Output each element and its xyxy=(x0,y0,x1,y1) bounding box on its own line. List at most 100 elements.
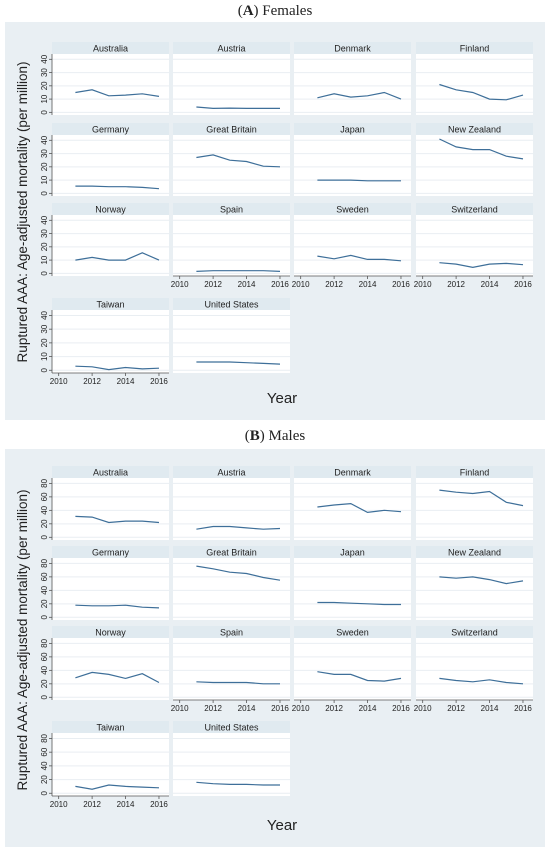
panel-switzerland: Switzerland 2010 2012 2014 2016 xyxy=(414,203,533,289)
panel-title: Germany xyxy=(92,125,130,135)
panel-strip xyxy=(416,626,533,638)
y-tick-label: 60 xyxy=(40,747,49,756)
y-tick-label: 40 xyxy=(40,585,49,594)
x-tick-label: 2014 xyxy=(238,280,256,289)
plot-area xyxy=(173,54,290,115)
panel-denmark: Denmark xyxy=(294,42,411,115)
series-line-great-britain xyxy=(196,154,281,168)
panel-strip xyxy=(294,123,411,135)
panel-great-britain: Great Britain xyxy=(173,546,290,620)
panel-title: Japan xyxy=(340,125,365,135)
plot-area xyxy=(52,54,169,115)
y-tick-label: 60 xyxy=(40,652,49,661)
series-line-norway xyxy=(75,671,160,684)
plot-area xyxy=(52,558,169,620)
series-line-switzerland xyxy=(439,262,524,269)
x-tick-label: 2012 xyxy=(325,704,343,713)
series-line-great-britain xyxy=(196,565,281,581)
series-line-denmark xyxy=(317,91,402,100)
panel-title: Norway xyxy=(95,205,126,215)
plot-area xyxy=(294,215,411,276)
y-tick-label: 20 xyxy=(40,519,49,528)
y-tick-label: 40 xyxy=(40,505,49,514)
panel-new-zealand: New Zealand xyxy=(416,546,533,620)
panel-austria: Austria xyxy=(173,42,290,115)
y-tick-label: 80 xyxy=(40,558,49,567)
series-line-spain xyxy=(196,270,281,272)
y-tick-label: 0 xyxy=(40,615,49,620)
plot-area xyxy=(294,478,411,540)
panel-strip xyxy=(294,203,411,215)
x-tick-label: 2016 xyxy=(392,704,410,713)
y-tick-label: 30 xyxy=(40,149,49,158)
panel-strip xyxy=(52,298,169,310)
x-tick-label: 2012 xyxy=(447,704,465,713)
panel-title: New Zealand xyxy=(448,125,501,135)
panel-title: Denmark xyxy=(334,468,371,478)
x-tick-label: 2010 xyxy=(292,704,310,713)
x-tick-label: 2016 xyxy=(514,280,532,289)
chart-males: (B) Males Ruptured AAA: Age-adjusted mort… xyxy=(5,428,545,847)
series-line-norway xyxy=(75,252,160,261)
x-tick-label: 2016 xyxy=(150,377,168,386)
panel-strip xyxy=(52,626,169,638)
panel-spain: Spain 2010 2012 2014 2016 xyxy=(171,203,290,289)
y-tick-label: 40 xyxy=(40,215,49,224)
panel-australia: Australia 0 10 20 30 40 xyxy=(40,42,169,115)
y-tick-label: 20 xyxy=(40,81,49,90)
panel-taiwan: Taiwan 0 20 40 60 80 2010 2012 2014 2016 xyxy=(40,721,169,809)
panel-united-states: United States xyxy=(173,298,290,373)
panel-title: Norway xyxy=(95,628,126,638)
panel-title: Great Britain xyxy=(206,548,257,558)
plot-area xyxy=(173,135,290,196)
panel-finland: Finland xyxy=(416,42,533,115)
panel-strip xyxy=(173,298,290,310)
panel-title: Spain xyxy=(220,205,243,215)
y-tick-label: 20 xyxy=(40,679,49,688)
y-tick-label: 20 xyxy=(40,599,49,608)
y-tick-label: 0 xyxy=(40,367,49,372)
y-tick-label: 10 xyxy=(40,352,49,361)
plot-area xyxy=(52,638,169,700)
series-line-new-zealand xyxy=(439,576,524,585)
y-tick-label: 20 xyxy=(40,162,49,171)
series-line-australia xyxy=(75,89,160,97)
panel-finland: Finland xyxy=(416,466,533,540)
y-tick-label: 40 xyxy=(40,54,49,63)
panel-norway: Norway 0 20 40 60 80 xyxy=(40,626,169,700)
y-tick-label: 0 xyxy=(40,110,49,115)
panel-strip xyxy=(52,42,169,54)
panel-united-states: United States xyxy=(173,721,290,796)
x-tick-label: 2016 xyxy=(271,280,289,289)
series-line-switzerland xyxy=(439,677,524,685)
series-line-taiwan xyxy=(75,365,160,371)
panel-title: Germany xyxy=(92,548,130,558)
y-tick-label: 0 xyxy=(40,191,49,196)
panel-strip xyxy=(416,123,533,135)
panel-strip xyxy=(416,466,533,478)
panel-title: Spain xyxy=(220,628,243,638)
x-tick-label: 2010 xyxy=(292,280,310,289)
y-tick-label: 80 xyxy=(40,733,49,742)
panel-title: Sweden xyxy=(336,628,369,638)
panel-strip xyxy=(294,546,411,558)
y-tick-label: 0 xyxy=(40,535,49,540)
y-tick-label: 60 xyxy=(40,572,49,581)
panel-austria: Austria xyxy=(173,466,290,540)
panel-germany: Germany 0 10 20 30 40 xyxy=(40,123,169,196)
y-tick-label: 60 xyxy=(40,492,49,501)
plot-area xyxy=(173,558,290,620)
y-tick-label: 10 xyxy=(40,175,49,184)
panel-australia: Australia 0 20 40 60 80 xyxy=(40,466,169,540)
x-tick-label: 2012 xyxy=(447,280,465,289)
y-tick-label: 30 xyxy=(40,68,49,77)
series-line-united-states xyxy=(196,361,281,365)
y-tick-label: 10 xyxy=(40,255,49,264)
panel-strip xyxy=(416,546,533,558)
chart-title: (A) Females xyxy=(238,3,313,19)
panel-taiwan: Taiwan 0 10 20 30 40 2010 2012 2014 2016 xyxy=(40,298,169,386)
series-line-sweden xyxy=(317,671,402,682)
panel-new-zealand: New Zealand xyxy=(416,123,533,196)
x-axis-label: Year xyxy=(267,817,297,834)
